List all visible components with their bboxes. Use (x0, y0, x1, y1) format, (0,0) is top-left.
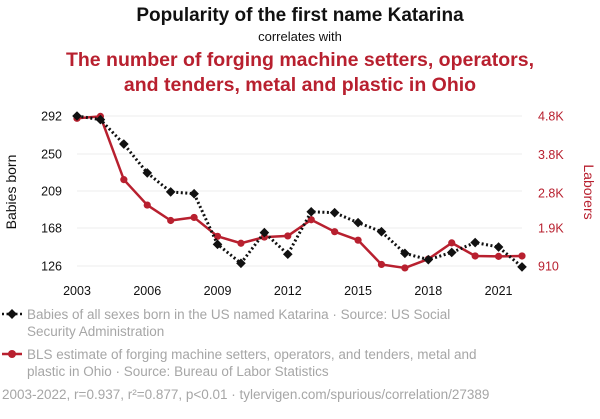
legend-swatch-2-marker (8, 350, 16, 358)
legend-label-1-line-2: Security Administration (27, 324, 164, 339)
y-axis-right-label: Laborers (581, 164, 597, 219)
series-2-point (494, 252, 503, 260)
x-tick-label: 2015 (344, 284, 372, 298)
x-tick-label: 2012 (274, 284, 302, 298)
series-1-point (423, 254, 434, 265)
chart-footer: 2003-2022, r=0.937, r²=0.877, p<0.01 · t… (2, 387, 489, 402)
x-tick-label: 2006 (133, 284, 161, 298)
series-1-point (189, 188, 199, 199)
axes: 292 250 209 168 126 4.8K 3.8K 2.8K 1.9K 910 2003 20… (41, 110, 564, 299)
series-1-point (165, 187, 176, 197)
series-1-point (212, 239, 223, 250)
chart-title: Popularity of the first name Katarina (136, 5, 464, 26)
series-2-point (448, 239, 456, 247)
y-right-tick-label: 4.8K (538, 110, 564, 124)
legend: Babies of all sexes born in the US named… (2, 307, 477, 379)
series-1-point (282, 249, 293, 260)
series-2-point (120, 176, 128, 184)
chart-title2-line-2: and tenders, metal and plastic in Ohio (124, 74, 476, 96)
series-2-point (518, 252, 526, 260)
y-right-tick-label: 910 (538, 260, 559, 274)
series-1-point (353, 217, 363, 228)
series-2-point (401, 264, 409, 272)
series-2-point (284, 232, 292, 240)
series-2-point (143, 201, 151, 209)
series (72, 111, 527, 272)
series-2-point (354, 236, 362, 244)
series-1-point (376, 226, 387, 237)
series-2-line (76, 115, 523, 270)
series-1-point (119, 139, 129, 149)
series-2-point (471, 252, 479, 260)
x-tick-label: 2003 (63, 284, 91, 298)
legend-item-2: BLS estimate of forging machine setters,… (2, 347, 477, 379)
y-left-tick-label: 168 (41, 222, 62, 236)
y-right-tick-label: 2.8K (538, 187, 564, 201)
x-tick-label: 2021 (485, 284, 513, 298)
series-2-point (331, 228, 339, 236)
series-2-point (237, 239, 245, 247)
legend-label-2-line-1: BLS estimate of forging machine setters,… (27, 347, 477, 362)
series-1-line (76, 114, 523, 269)
y-left-tick-label: 250 (41, 147, 62, 161)
chart-title2-line-1: The number of forging machine setters, o… (66, 49, 534, 71)
legend-label-2-line-2: plastic in Ohio · Source: Bureau of Labo… (27, 364, 329, 379)
series-1-point (400, 248, 410, 259)
y-right-tick-label: 3.8K (538, 148, 564, 162)
series-2-point (190, 213, 198, 222)
legend-label-1-line-1: Babies of all sexes born in the US named… (27, 307, 450, 322)
legend-item-1: Babies of all sexes born in the US named… (2, 307, 450, 339)
y-right-tick-label: 1.9K (538, 221, 564, 235)
series-1-point (329, 207, 340, 218)
x-tick-label: 2018 (414, 284, 442, 298)
y-axis-left-label: Babies born (3, 155, 19, 230)
series-2-point (213, 232, 222, 240)
gridlines (77, 115, 522, 267)
legend-swatch-1-marker (7, 309, 17, 319)
series-1-point (470, 237, 480, 248)
series-1-point (95, 114, 106, 125)
series-2-point (167, 216, 175, 225)
y-left-tick-label: 292 (41, 110, 62, 124)
chart-subtitle: correlates with (258, 29, 342, 44)
series-1-point (493, 242, 504, 252)
series-1-point (446, 247, 457, 258)
y-left-tick-label: 209 (41, 185, 62, 199)
x-tick-label: 2009 (204, 284, 232, 298)
series-1-point (72, 111, 82, 121)
series-1-point (259, 227, 270, 238)
series-2-point (377, 260, 386, 269)
series-1-point (517, 262, 527, 272)
series-1-point (306, 206, 317, 217)
y-left-tick-label: 126 (41, 260, 62, 274)
series-1-point (142, 168, 153, 178)
